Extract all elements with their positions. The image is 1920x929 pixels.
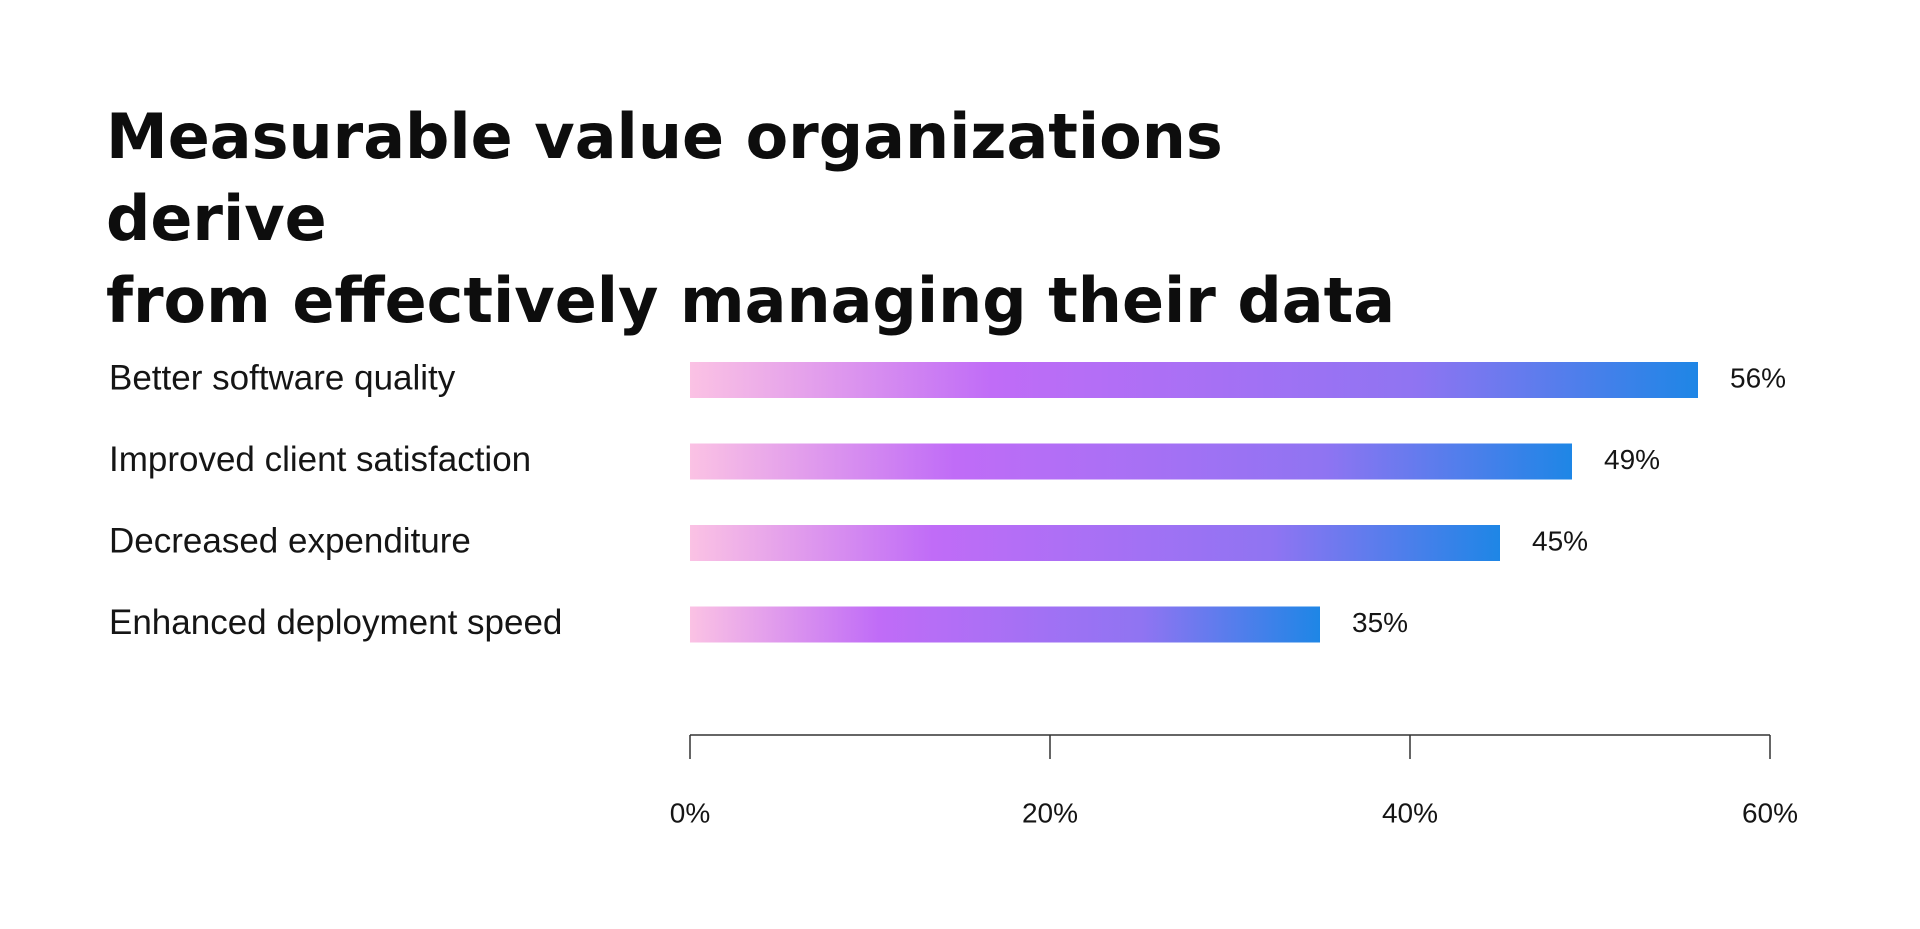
x-tick-label: 60% bbox=[1742, 797, 1798, 828]
category-label: Enhanced deployment speed bbox=[109, 603, 562, 642]
value-labels: 56% 49% 45% 35% bbox=[1352, 362, 1786, 638]
bar bbox=[690, 362, 1698, 398]
chart-title: Measurable value organizations derive fr… bbox=[106, 96, 1406, 342]
x-tick-label: 20% bbox=[1022, 797, 1078, 828]
value-label: 35% bbox=[1352, 607, 1408, 638]
chart-title-line-1: Measurable value organizations derive bbox=[106, 100, 1223, 255]
category-label: Improved client satisfaction bbox=[109, 440, 531, 479]
value-label: 49% bbox=[1604, 444, 1660, 475]
x-tick-label: 40% bbox=[1382, 797, 1438, 828]
chart-title-line-2: from effectively managing their data bbox=[106, 264, 1396, 337]
x-tick-label: 0% bbox=[670, 797, 710, 828]
bars bbox=[690, 362, 1698, 643]
bar bbox=[690, 525, 1500, 561]
value-label: 45% bbox=[1532, 525, 1588, 556]
x-axis: 0% 20% 40% 60% bbox=[670, 734, 1798, 828]
value-label: 56% bbox=[1730, 362, 1786, 393]
bar bbox=[690, 606, 1320, 643]
category-label: Better software quality bbox=[109, 358, 456, 397]
bar bbox=[690, 443, 1572, 480]
category-label: Decreased expenditure bbox=[109, 521, 471, 560]
category-labels: Better software quality Improved client s… bbox=[109, 358, 562, 642]
